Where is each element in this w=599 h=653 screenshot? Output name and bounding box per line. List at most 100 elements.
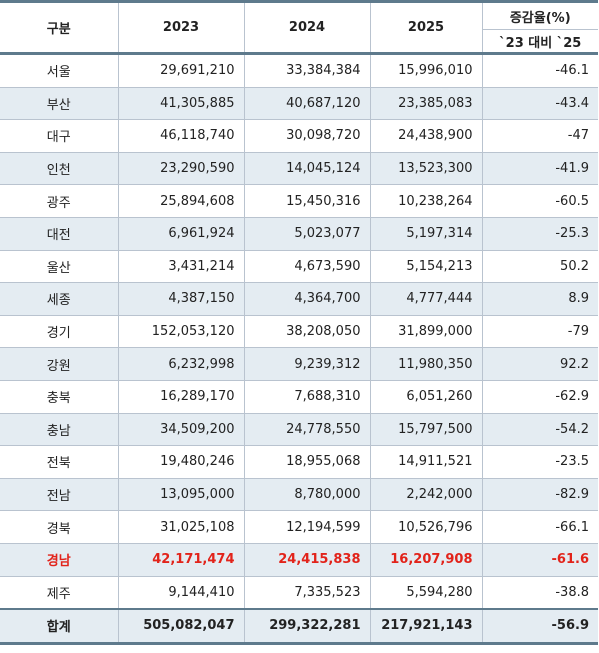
- region-cell: 충남: [0, 413, 119, 447]
- value-cell-rate: -56.9: [482, 608, 598, 645]
- value-cell-y2024: 18,955,068: [244, 445, 371, 479]
- table-row: 경기 152,053,120 38,208,050 31,899,000 -79: [0, 315, 598, 349]
- value-cell-rate: 92.2: [482, 347, 598, 381]
- region-cell: 세종: [0, 282, 119, 316]
- value-cell-rate: -23.5: [482, 445, 598, 479]
- region-cell: 울산: [0, 250, 119, 284]
- value-cell-y2024: 7,335,523: [244, 576, 371, 610]
- value-cell-y2025: 31,899,000: [370, 315, 483, 349]
- table-row: 광주 25,894,608 15,450,316 10,238,264 -60.5: [0, 184, 598, 218]
- value-cell-rate: -82.9: [482, 478, 598, 512]
- table-row: 전북 19,480,246 18,955,068 14,911,521 -23.5: [0, 445, 598, 479]
- header-category: 구분: [0, 0, 119, 55]
- region-cell: 충북: [0, 380, 119, 414]
- header-subrow: `23 대비 `25: [0, 29, 598, 55]
- value-cell-rate: -54.2: [482, 413, 598, 447]
- value-cell-y2024: 4,364,700: [244, 282, 371, 316]
- value-cell-y2024: 24,778,550: [244, 413, 371, 447]
- region-cell: 경북: [0, 510, 119, 544]
- table-row: 제주 9,144,410 7,335,523 5,594,280 -38.8: [0, 576, 598, 610]
- value-cell-y2024: 33,384,384: [244, 53, 371, 88]
- value-cell-y2025: 2,242,000: [370, 478, 483, 512]
- table-row: 대구 46,118,740 30,098,720 24,438,900 -47: [0, 119, 598, 153]
- value-cell-y2023: 13,095,000: [118, 478, 245, 512]
- value-cell-y2024: 40,687,120: [244, 87, 371, 121]
- region-cell: 대구: [0, 119, 119, 153]
- value-cell-rate: 50.2: [482, 250, 598, 284]
- value-cell-rate: -66.1: [482, 510, 598, 544]
- value-cell-y2025: 5,594,280: [370, 576, 483, 610]
- header-row: 구분 2023 2024 2025 증감율(%): [0, 0, 598, 55]
- table-row: 울산 3,431,214 4,673,590 5,154,213 50.2: [0, 250, 598, 284]
- value-cell-y2025: 6,051,260: [370, 380, 483, 414]
- value-cell-rate: -61.6: [482, 543, 598, 577]
- header-2023: 2023: [118, 0, 245, 55]
- value-cell-rate: -41.9: [482, 152, 598, 186]
- value-cell-y2025: 10,238,264: [370, 184, 483, 218]
- value-cell-y2025: 4,777,444: [370, 282, 483, 316]
- value-cell-y2023: 6,961,924: [118, 217, 245, 251]
- value-cell-y2023: 6,232,998: [118, 347, 245, 381]
- value-cell-rate: -46.1: [482, 53, 598, 88]
- value-cell-y2025: 10,526,796: [370, 510, 483, 544]
- table-row: 전남 13,095,000 8,780,000 2,242,000 -82.9: [0, 478, 598, 512]
- value-cell-y2023: 9,144,410: [118, 576, 245, 610]
- table-row: 충북 16,289,170 7,688,310 6,051,260 -62.9: [0, 380, 598, 414]
- region-cell: 전북: [0, 445, 119, 479]
- value-cell-y2024: 30,098,720: [244, 119, 371, 153]
- region-cell: 강원: [0, 347, 119, 381]
- region-cell: 광주: [0, 184, 119, 218]
- value-cell-y2025: 15,996,010: [370, 53, 483, 88]
- value-cell-y2023: 19,480,246: [118, 445, 245, 479]
- value-cell-y2023: 46,118,740: [118, 119, 245, 153]
- value-cell-y2024: 9,239,312: [244, 347, 371, 381]
- value-cell-y2025: 24,438,900: [370, 119, 483, 153]
- value-cell-y2023: 4,387,150: [118, 282, 245, 316]
- value-cell-y2023: 3,431,214: [118, 250, 245, 284]
- value-cell-y2024: 15,450,316: [244, 184, 371, 218]
- value-cell-y2024: 5,023,077: [244, 217, 371, 251]
- total-row: 합계 505,082,047 299,322,281 217,921,143 -56.9: [0, 608, 598, 645]
- region-cell: 부산: [0, 87, 119, 121]
- value-cell-y2024: 4,673,590: [244, 250, 371, 284]
- value-cell-y2025: 217,921,143: [370, 608, 483, 645]
- value-cell-y2025: 5,197,314: [370, 217, 483, 251]
- value-cell-y2025: 11,980,350: [370, 347, 483, 381]
- value-cell-y2025: 16,207,908: [370, 543, 483, 577]
- table-row: 세종 4,387,150 4,364,700 4,777,444 8.9: [0, 282, 598, 316]
- value-cell-y2025: 13,523,300: [370, 152, 483, 186]
- value-cell-y2025: 23,385,083: [370, 87, 483, 121]
- region-cell: 경남: [0, 543, 119, 577]
- header-rate: 증감율(%): [482, 0, 598, 30]
- value-cell-y2023: 505,082,047: [118, 608, 245, 645]
- region-cell: 대전: [0, 217, 119, 251]
- value-cell-y2023: 42,171,474: [118, 543, 245, 577]
- value-cell-y2023: 25,894,608: [118, 184, 245, 218]
- value-cell-rate: -79: [482, 315, 598, 349]
- value-cell-y2023: 23,290,590: [118, 152, 245, 186]
- value-cell-rate: -43.4: [482, 87, 598, 121]
- header-2025: 2025: [370, 0, 483, 55]
- value-cell-y2023: 29,691,210: [118, 53, 245, 88]
- value-cell-y2023: 16,289,170: [118, 380, 245, 414]
- value-cell-rate: -25.3: [482, 217, 598, 251]
- table-row: 인천 23,290,590 14,045,124 13,523,300 -41.9: [0, 152, 598, 186]
- region-cell: 서울: [0, 53, 119, 88]
- value-cell-y2025: 5,154,213: [370, 250, 483, 284]
- table-row: 경남 42,171,474 24,415,838 16,207,908 -61.6: [0, 543, 598, 577]
- value-cell-y2024: 12,194,599: [244, 510, 371, 544]
- value-cell-y2023: 152,053,120: [118, 315, 245, 349]
- value-cell-y2024: 24,415,838: [244, 543, 371, 577]
- value-cell-y2023: 41,305,885: [118, 87, 245, 121]
- value-cell-y2024: 8,780,000: [244, 478, 371, 512]
- region-cell: 전남: [0, 478, 119, 512]
- region-cell: 합계: [0, 608, 119, 645]
- table-row: 대전 6,961,924 5,023,077 5,197,314 -25.3: [0, 217, 598, 251]
- value-cell-rate: 8.9: [482, 282, 598, 316]
- value-cell-y2024: 38,208,050: [244, 315, 371, 349]
- table-row: 강원 6,232,998 9,239,312 11,980,350 92.2: [0, 347, 598, 381]
- table-body: 서울 29,691,210 33,384,384 15,996,010 -46.1 부산 4…: [0, 53, 598, 645]
- value-cell-rate: -38.8: [482, 576, 598, 610]
- value-cell-rate: -60.5: [482, 184, 598, 218]
